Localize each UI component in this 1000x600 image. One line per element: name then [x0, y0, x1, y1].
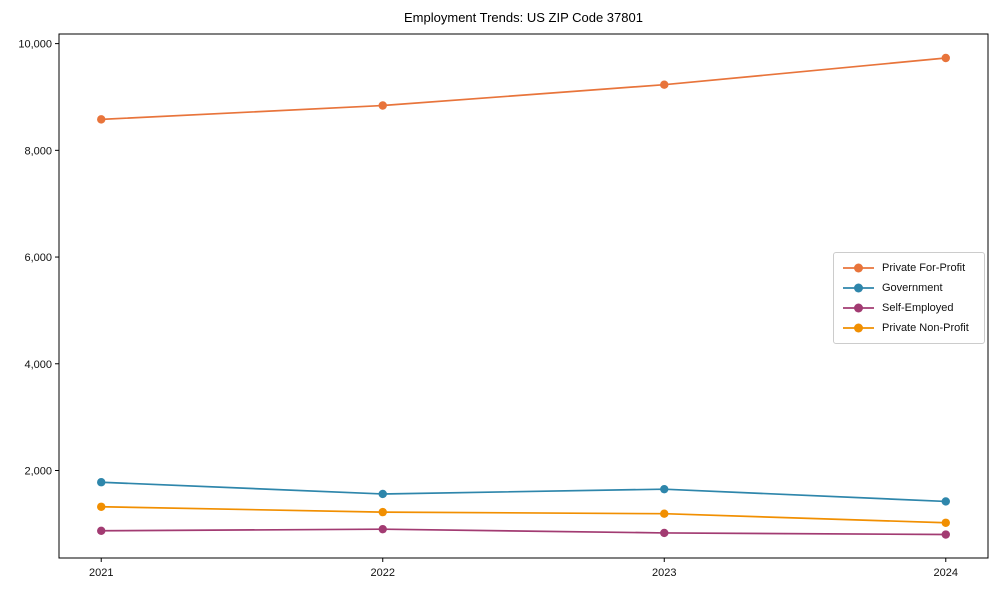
- data-point-private-for-profit: [660, 80, 669, 89]
- data-point-self-employed: [941, 530, 950, 539]
- chart-title: Employment Trends: US ZIP Code 37801: [404, 10, 643, 25]
- x-tick-label: 2021: [89, 567, 113, 579]
- y-tick-label: 6,000: [24, 252, 52, 264]
- data-point-government: [660, 484, 669, 494]
- x-tick-label: 2024: [934, 567, 958, 579]
- data-point-government: [378, 489, 387, 499]
- legend-label: Private Non-Profit: [882, 322, 969, 334]
- series-line-private-non-profit: [101, 505, 946, 524]
- series-line-self-employed: [101, 528, 946, 536]
- y-tick-label: 2,000: [24, 465, 52, 477]
- data-point-private-for-profit: [941, 53, 950, 63]
- data-point-private-non-profit: [97, 502, 106, 511]
- legend-item: Private Non-Profit: [842, 318, 976, 338]
- legend: Private For-Profit Government Self-Emplo…: [833, 252, 985, 344]
- legend-item: Private For-Profit: [842, 258, 976, 278]
- data-point-private-for-profit: [97, 115, 106, 124]
- x-tick-label: 2023: [652, 567, 676, 579]
- data-point-private-non-profit: [941, 518, 950, 527]
- series-line-private-for-profit: [101, 57, 946, 121]
- y-tick-label: 4,000: [24, 359, 52, 371]
- data-point-private-for-profit: [378, 101, 387, 110]
- data-point-self-employed: [660, 528, 669, 538]
- data-point-private-non-profit: [378, 507, 387, 517]
- legend-item: Government: [842, 278, 976, 298]
- legend-marker-icon: [843, 323, 874, 333]
- series-line-government: [101, 481, 946, 503]
- legend-label: Government: [882, 282, 943, 294]
- legend-marker-icon: [843, 303, 874, 313]
- data-point-self-employed: [97, 526, 106, 535]
- data-point-self-employed: [378, 524, 387, 534]
- legend-item: Self-Employed: [842, 298, 976, 318]
- y-tick-label: 8,000: [24, 145, 52, 157]
- legend-label: Self-Employed: [882, 302, 954, 314]
- legend-marker-icon: [843, 283, 874, 293]
- data-point-government: [97, 478, 106, 487]
- legend-label: Private For-Profit: [882, 262, 966, 274]
- x-tick-label: 2022: [371, 567, 395, 579]
- legend-marker-icon: [843, 263, 874, 273]
- y-tick-label: 10,000: [18, 39, 52, 51]
- data-point-government: [941, 497, 950, 506]
- data-point-private-non-profit: [660, 509, 669, 518]
- plot-frame: [58, 33, 989, 559]
